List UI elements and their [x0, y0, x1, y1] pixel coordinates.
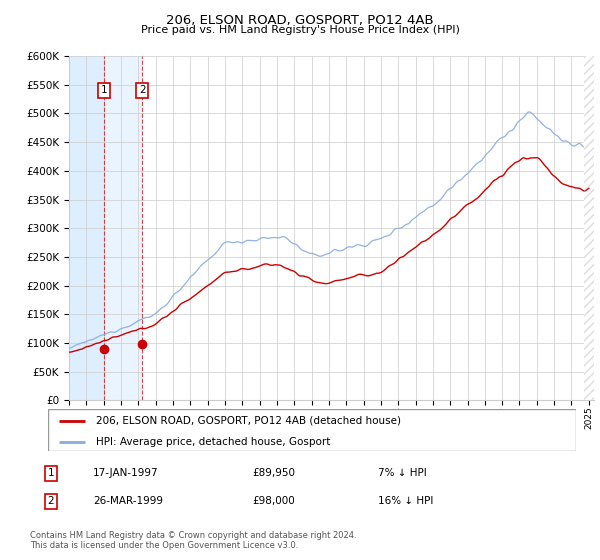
Text: 16% ↓ HPI: 16% ↓ HPI [378, 496, 433, 506]
Text: 2: 2 [139, 86, 146, 95]
Text: 7% ↓ HPI: 7% ↓ HPI [378, 468, 427, 478]
Text: £89,950: £89,950 [252, 468, 295, 478]
Text: 206, ELSON ROAD, GOSPORT, PO12 4AB: 206, ELSON ROAD, GOSPORT, PO12 4AB [166, 14, 434, 27]
Text: Contains HM Land Registry data © Crown copyright and database right 2024.
This d: Contains HM Land Registry data © Crown c… [30, 531, 356, 550]
Text: Price paid vs. HM Land Registry's House Price Index (HPI): Price paid vs. HM Land Registry's House … [140, 25, 460, 35]
Bar [584, 56, 594, 400]
Text: 1: 1 [47, 468, 55, 478]
FancyBboxPatch shape [48, 409, 576, 451]
Text: HPI: Average price, detached house, Gosport: HPI: Average price, detached house, Gosp… [95, 437, 330, 446]
Bar [69, 56, 104, 400]
Text: 2: 2 [47, 496, 55, 506]
Text: 206, ELSON ROAD, GOSPORT, PO12 4AB (detached house): 206, ELSON ROAD, GOSPORT, PO12 4AB (deta… [95, 416, 401, 426]
Text: 17-JAN-1997: 17-JAN-1997 [93, 468, 158, 478]
Text: 1: 1 [101, 86, 107, 95]
Text: 26-MAR-1999: 26-MAR-1999 [93, 496, 163, 506]
Bar [104, 56, 142, 400]
Text: £98,000: £98,000 [252, 496, 295, 506]
Bar [584, 56, 594, 400]
